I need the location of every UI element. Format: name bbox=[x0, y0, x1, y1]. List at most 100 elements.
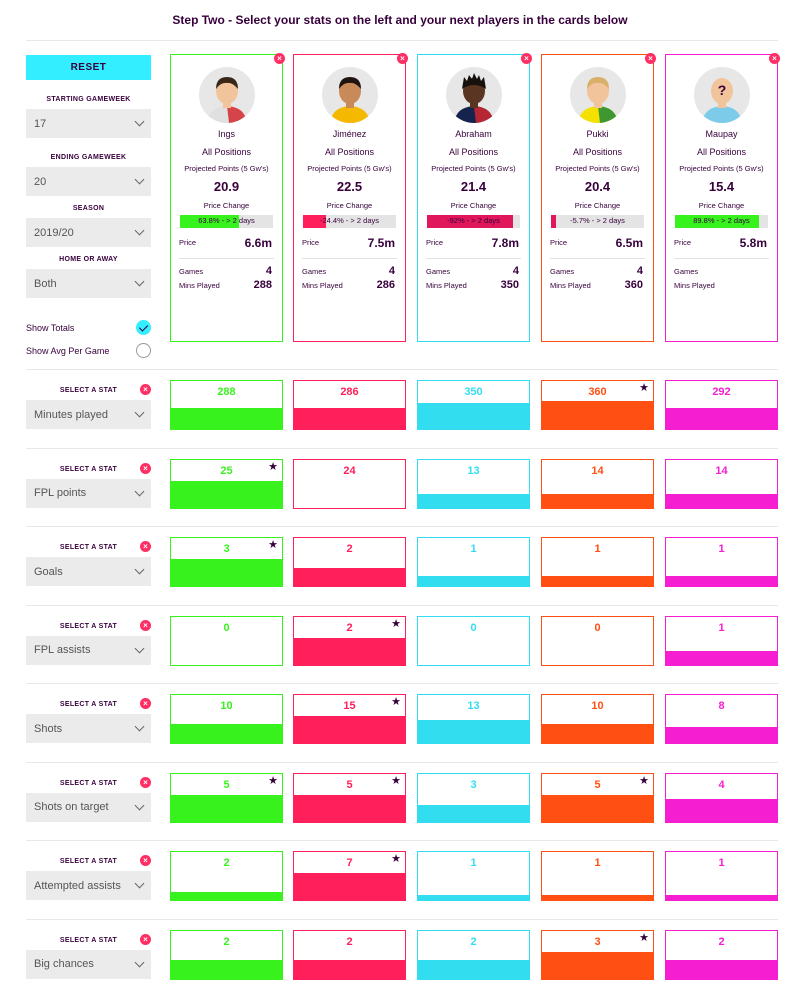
projected-points-value: 22.5 bbox=[336, 179, 363, 194]
player-card[interactable]: ? Maupay All Positions Projected Points … bbox=[665, 54, 778, 342]
player-name: Ings bbox=[217, 129, 235, 139]
mins-played-value: 288 bbox=[253, 279, 272, 291]
stat-value: 14 bbox=[591, 464, 604, 477]
select-stat-label: SELECT A STAT bbox=[59, 544, 118, 551]
stat-fill-bar bbox=[542, 951, 653, 979]
stat-value-box: 1 bbox=[541, 537, 654, 587]
remove-player-icon[interactable]: × bbox=[274, 53, 285, 64]
remove-stat-icon[interactable]: × bbox=[140, 384, 151, 395]
stat-value: 5 bbox=[223, 778, 230, 791]
projected-points-value: 15.4 bbox=[708, 179, 735, 194]
divider bbox=[26, 40, 778, 41]
home-away-select[interactable]: Both bbox=[26, 269, 151, 298]
star-icon: ★ bbox=[391, 774, 401, 787]
divider bbox=[26, 918, 778, 920]
remove-stat-icon[interactable]: × bbox=[140, 776, 151, 788]
stat-value-box: 1 bbox=[665, 615, 778, 666]
stat-fill-bar bbox=[171, 723, 282, 743]
season-select[interactable]: 2019/20 bbox=[26, 218, 151, 247]
divider bbox=[26, 369, 778, 370]
stat-value: 13 bbox=[467, 464, 480, 477]
stat-value-box: 1 bbox=[665, 851, 778, 901]
projected-points-label: Projected Points (5 Gw's) bbox=[555, 164, 640, 173]
price-value: 7.8m bbox=[491, 236, 519, 250]
mins-played-value: 350 bbox=[500, 279, 519, 291]
chevron-down-icon bbox=[134, 564, 145, 575]
stat-value-box: 5 ★ bbox=[170, 772, 283, 823]
starting-gameweek-select[interactable]: 17 bbox=[26, 109, 151, 138]
stat-name: Goals bbox=[34, 565, 63, 578]
stat-value-box: 2 bbox=[417, 929, 530, 980]
stat-value-box: 1 bbox=[417, 851, 530, 901]
stat-select[interactable]: Shots bbox=[26, 714, 151, 743]
games-label: Games bbox=[302, 267, 327, 276]
stat-name: Big chances bbox=[34, 958, 94, 970]
stat-select[interactable]: FPL assists bbox=[26, 635, 151, 665]
stat-value: 5 bbox=[594, 778, 601, 791]
stat-value-box: 3 ★ bbox=[541, 929, 654, 980]
reset-button[interactable]: RESET bbox=[26, 55, 151, 80]
player-name: Maupay bbox=[705, 129, 738, 139]
stat-fill-bar bbox=[418, 576, 529, 586]
stat-value: 2 bbox=[346, 543, 353, 555]
projected-points-label: Projected Points (5 Gw's) bbox=[679, 164, 764, 173]
stat-select[interactable]: Attempted assists bbox=[26, 871, 151, 900]
remove-stat-icon[interactable]: × bbox=[140, 933, 151, 945]
player-card[interactable]: Jiménez All Positions Projected Points (… bbox=[293, 54, 406, 342]
stat-select[interactable]: Minutes played bbox=[26, 400, 151, 429]
stat-value-box: 0 bbox=[541, 615, 654, 666]
stat-value-box: 25 ★ bbox=[170, 458, 283, 509]
remove-stat-icon[interactable]: × bbox=[140, 619, 151, 631]
stat-fill-bar bbox=[418, 402, 529, 429]
show-avg-option[interactable]: Show Avg Per Game bbox=[26, 343, 151, 358]
stat-fill-bar bbox=[294, 873, 405, 900]
remove-player-icon[interactable]: × bbox=[397, 53, 408, 64]
price-value: 5.8m bbox=[739, 236, 767, 250]
games-value: 4 bbox=[265, 265, 272, 277]
remove-stat-icon[interactable]: × bbox=[140, 698, 151, 709]
remove-player-icon[interactable]: × bbox=[521, 53, 532, 64]
stat-value: 15 bbox=[343, 700, 356, 712]
stat-value-box: 13 bbox=[417, 694, 530, 744]
radio-icon[interactable] bbox=[136, 343, 151, 358]
stat-value-box: 14 bbox=[665, 458, 778, 509]
remove-stat-icon[interactable]: × bbox=[140, 462, 151, 474]
projected-points-label: Projected Points (5 Gw's) bbox=[184, 164, 269, 173]
ending-gameweek-select[interactable]: 20 bbox=[26, 167, 151, 196]
stat-fill-bar bbox=[294, 637, 405, 665]
divider bbox=[179, 258, 274, 259]
mins-played-label: Mins Played bbox=[426, 281, 467, 290]
price-label: Price bbox=[550, 238, 568, 247]
stat-fill-bar bbox=[666, 494, 777, 508]
player-card[interactable]: Abraham All Positions Projected Points (… bbox=[417, 54, 530, 342]
stat-fill-bar bbox=[418, 805, 529, 822]
show-totals-option[interactable]: Show Totals bbox=[26, 320, 151, 335]
chevron-down-icon bbox=[134, 800, 145, 810]
remove-player-icon[interactable]: × bbox=[769, 53, 780, 64]
projected-points-label: Projected Points (5 Gw's) bbox=[307, 164, 392, 173]
stat-fill-bar bbox=[171, 960, 282, 979]
select-stat-label: SELECT A STAT bbox=[59, 936, 118, 944]
stat-fill-bar bbox=[171, 559, 282, 586]
divider bbox=[26, 840, 778, 841]
stat-value-box: 10 bbox=[541, 694, 654, 744]
checkmark-radio-icon[interactable] bbox=[136, 320, 151, 335]
stat-fill-bar bbox=[542, 723, 653, 743]
stat-select[interactable]: Big chances bbox=[26, 949, 151, 979]
stat-value: 3 bbox=[594, 935, 601, 948]
remove-stat-icon[interactable]: × bbox=[140, 541, 151, 552]
remove-stat-icon[interactable]: × bbox=[140, 855, 151, 866]
stat-value: 3 bbox=[223, 543, 230, 555]
stat-value: 1 bbox=[718, 621, 725, 634]
player-card[interactable]: Pukki All Positions Projected Points (5 … bbox=[541, 54, 654, 342]
price-value: 6.6m bbox=[244, 236, 272, 250]
stat-select[interactable]: FPL points bbox=[26, 478, 151, 508]
stat-select[interactable]: Goals bbox=[26, 557, 151, 586]
stat-fill-bar bbox=[294, 407, 405, 429]
stat-fill-bar bbox=[294, 794, 405, 822]
remove-player-icon[interactable]: × bbox=[645, 53, 656, 64]
stat-value: 2 bbox=[223, 935, 230, 948]
stat-select[interactable]: Shots on target bbox=[26, 792, 151, 822]
stat-value-box: 350 bbox=[417, 380, 530, 430]
player-card[interactable]: Ings All Positions Projected Points (5 G… bbox=[170, 54, 283, 342]
